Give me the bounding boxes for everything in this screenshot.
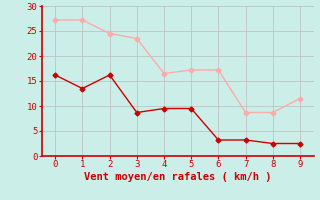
X-axis label: Vent moyen/en rafales ( km/h ): Vent moyen/en rafales ( km/h )	[84, 172, 271, 182]
